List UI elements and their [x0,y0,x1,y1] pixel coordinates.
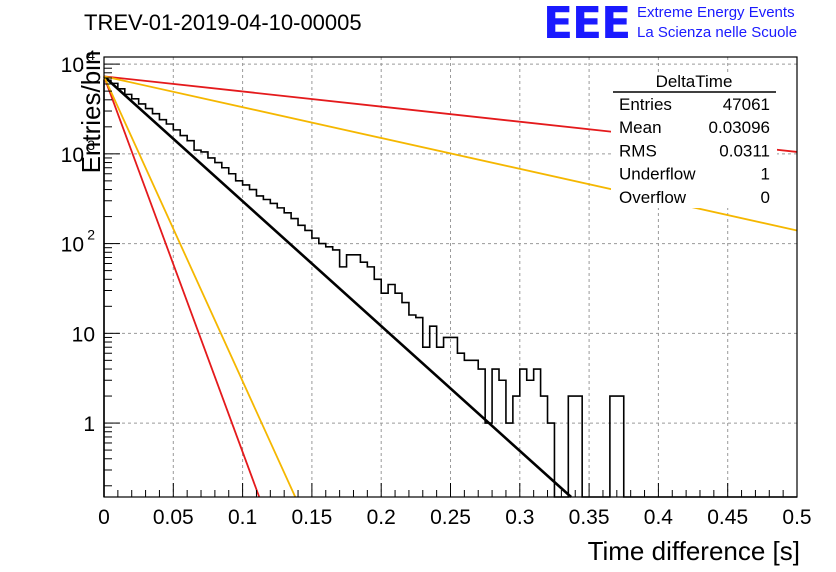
y-tick-label: 10 [61,54,84,77]
stats-label: Mean [619,118,662,137]
stats-label: RMS [619,141,657,160]
axis-tick-labels: 0 0.05 0.1 0.15 0.2 0.25 0.3 0.35 0.4 0.45 0.51101… [61,47,812,529]
fit-line-1 [103,75,572,498]
stats-value: 0 [761,188,770,207]
eee-logo: EEE [543,0,631,49]
stats-value: 47061 [723,95,770,114]
x-tick-label: 0 [98,506,110,529]
x-tick-label: 0.35 [569,506,610,529]
axis-ticks [103,63,798,497]
stats-box-title: DeltaTime [656,72,733,91]
x-tick-label: 0.05 [153,506,194,529]
stats-rows: Entries 47061 Mean 0.03096 RMS 0.0311 Underflo… [619,95,770,207]
histogram [103,79,797,498]
x-tick-label: 0.1 [228,506,257,529]
x-tick-label: 0.5 [782,506,811,529]
stats-value: 1 [761,165,770,184]
stats-value: 0.0311 [719,141,770,160]
histogram-outline [103,79,797,498]
logo-subtitle-line-1: Extreme Energy Events [637,4,795,21]
x-axis-label: Time difference [s] [588,536,800,566]
y-tick-label: 1 [83,413,95,436]
stats-value: 0.03096 [709,118,770,137]
stats-label: Entries [619,95,672,114]
stats-label: Overflow [619,188,687,207]
y-tick-exponent: 3 [87,137,95,153]
y-tick-label: 10 [61,234,84,257]
stats-label: Underflow [619,165,696,184]
x-tick-label: 0.2 [367,506,396,529]
x-tick-label: 0.15 [291,506,332,529]
fit-line-5 [103,75,297,498]
stats-box: DeltaTime Entries 47061 Mean 0.03096 RMS 0.03… [611,72,777,208]
x-tick-label: 0.4 [644,506,674,529]
run-title: TREV-01-2019-04-10-00005 [84,10,362,35]
y-tick-exponent: 4 [87,47,95,63]
y-axis-label: Entries/bin [76,51,106,174]
fit-line-4 [103,76,261,498]
stats-box-background [611,73,777,208]
logo-subtitle-line-2: La Scienza nelle Scuole [637,24,798,41]
y-tick-label: 10 [72,323,95,346]
x-tick-label: 0.45 [707,506,748,529]
y-tick-label: 10 [61,144,84,167]
y-tick-exponent: 2 [87,227,95,243]
x-tick-label: 0.25 [430,506,471,529]
x-tick-label: 0.3 [505,506,534,529]
